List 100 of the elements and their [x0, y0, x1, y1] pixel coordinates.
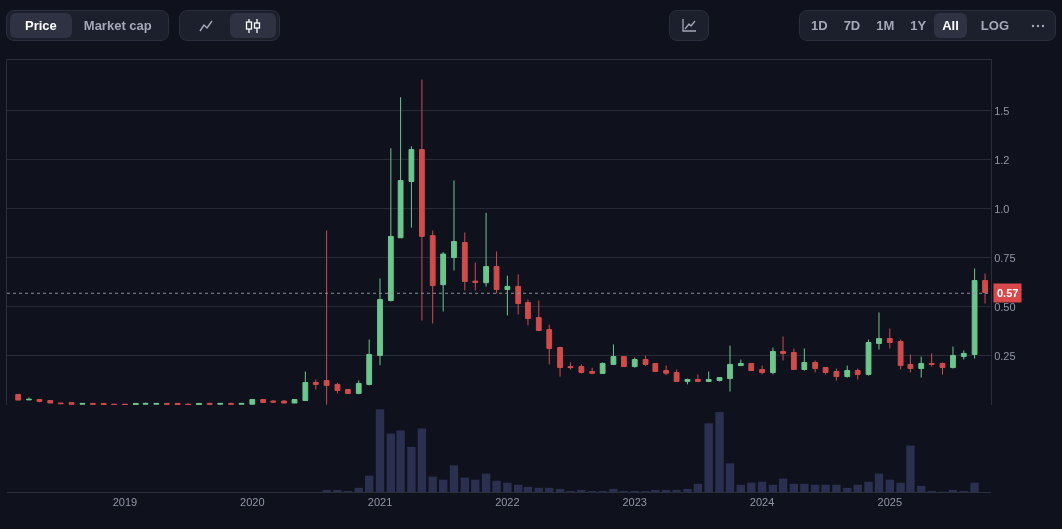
bar	[514, 484, 523, 492]
y-tick-label: 0.25	[994, 349, 1016, 362]
candlestick	[897, 339, 904, 371]
candlestick	[525, 299, 531, 326]
bar	[609, 488, 618, 492]
candlestick	[631, 357, 638, 369]
candlestick	[312, 379, 319, 391]
x-tick-label: 2020	[240, 496, 265, 509]
candlestick	[493, 251, 500, 294]
bar	[715, 412, 724, 492]
candlestick	[397, 96, 404, 239]
y-tick-label: 1.0	[994, 202, 1010, 215]
bar	[843, 487, 852, 492]
candlestick	[770, 347, 776, 375]
candlestick	[833, 368, 840, 381]
bar	[534, 487, 543, 492]
bar	[471, 479, 480, 492]
bar	[725, 463, 735, 492]
bar	[523, 486, 533, 492]
candlestick	[366, 339, 373, 386]
x-tick-label: 2019	[112, 496, 138, 509]
candlestick	[971, 268, 978, 360]
candlestick	[196, 402, 202, 405]
bar	[661, 489, 671, 492]
bar	[449, 465, 459, 492]
candlestick	[801, 348, 808, 371]
candlestick	[418, 79, 425, 322]
candlestick	[36, 399, 43, 403]
bar	[810, 484, 820, 492]
text: 7D	[842, 17, 862, 35]
bar	[417, 428, 427, 492]
bar	[874, 473, 884, 492]
x-tick-label: 2021	[367, 496, 393, 509]
bar	[481, 473, 491, 492]
bar	[683, 488, 692, 492]
x-tick-label: 2022	[495, 496, 520, 509]
text: All	[934, 13, 967, 38]
bar	[821, 484, 830, 492]
candlestick	[684, 378, 691, 385]
bar	[970, 482, 979, 492]
candlestick	[886, 328, 893, 350]
candlestick	[174, 402, 181, 405]
y-tick-label: 1.2	[994, 153, 1010, 166]
candlestick	[716, 377, 723, 382]
candlestick	[238, 402, 245, 405]
candlestick	[557, 346, 563, 378]
y-tick-label: 0.75	[994, 251, 1016, 264]
bar	[375, 409, 385, 492]
candlestick	[759, 365, 765, 375]
bar	[577, 489, 586, 492]
candlestick	[355, 380, 362, 395]
candlestick	[642, 355, 649, 367]
candlestick	[589, 367, 596, 375]
candlestick	[472, 261, 479, 292]
candlestick	[345, 388, 351, 394]
candlestick	[302, 370, 309, 402]
candlestick	[918, 356, 925, 379]
text: Market cap	[82, 17, 153, 35]
candlestick	[567, 361, 574, 371]
text: 1M	[875, 17, 896, 35]
bar	[555, 488, 565, 492]
candlestick	[705, 370, 712, 382]
candlestick	[854, 368, 861, 381]
bar	[492, 480, 501, 492]
bar	[747, 482, 756, 492]
bar	[768, 484, 778, 492]
candlestick	[79, 402, 86, 405]
bar	[757, 481, 767, 492]
candlestick	[928, 352, 935, 368]
candlestick	[57, 402, 64, 405]
bar	[864, 481, 873, 492]
candlestick	[822, 367, 829, 375]
candlestick	[142, 402, 149, 405]
candlestick	[812, 360, 819, 373]
candlestick	[610, 343, 617, 365]
bar	[853, 484, 862, 492]
bar	[503, 482, 512, 492]
candlestick	[546, 324, 553, 365]
candlestick	[982, 272, 988, 304]
x-tick-label: 2024	[749, 496, 775, 509]
candlestick	[535, 300, 542, 332]
candlestick	[26, 397, 32, 401]
candlestick	[780, 336, 786, 361]
candlestick	[727, 345, 733, 392]
candlestick	[323, 230, 330, 405]
candlestick	[673, 369, 680, 382]
ref-line-label: 0.57	[997, 287, 1019, 299]
bar	[789, 483, 799, 492]
candlestick	[100, 402, 107, 405]
candlestick	[578, 363, 585, 375]
bar	[885, 479, 894, 492]
candlestick	[515, 273, 522, 315]
bar	[354, 487, 363, 492]
candlestick	[748, 362, 755, 371]
candlestick	[695, 373, 701, 382]
bar	[407, 446, 416, 492]
candlestick	[621, 356, 627, 368]
bar	[917, 485, 926, 492]
candlestick	[865, 339, 872, 377]
candlestick	[217, 402, 224, 405]
